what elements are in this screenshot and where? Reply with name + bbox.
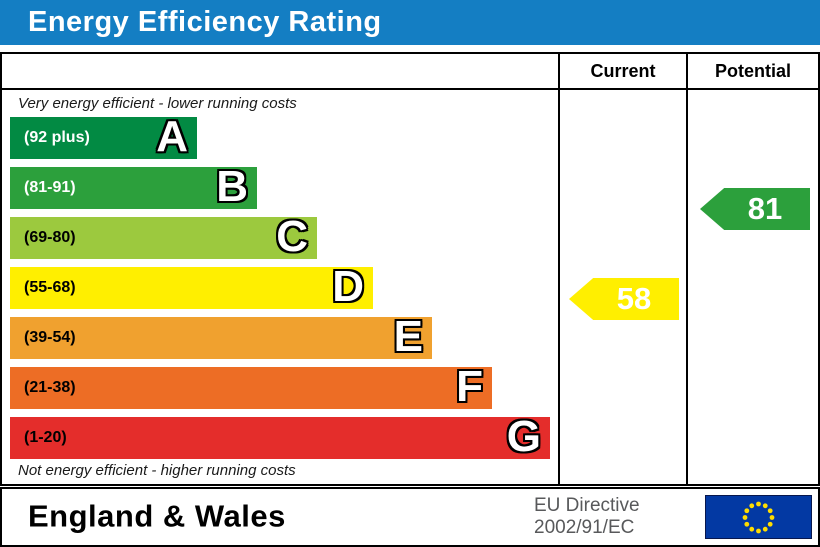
- band-row-g: (1-20) G: [10, 412, 550, 462]
- current-rating-value: 58: [616, 281, 652, 316]
- band-row-b: (81-91) B: [10, 162, 257, 212]
- footer-bar: England & Wales EU Directive 2002/91/EC: [0, 487, 820, 547]
- band-range-label: (39-54): [24, 329, 76, 346]
- band-range-label: (1-20): [24, 429, 67, 446]
- band-letter: G: [506, 412, 541, 462]
- table-body: Very energy efficient - lower running co…: [2, 90, 818, 484]
- band-range-label: (21-38): [24, 379, 76, 396]
- band-range-label: (55-68): [24, 279, 76, 296]
- title-bar: Energy Efficiency Rating: [0, 0, 820, 45]
- potential-rating-value: 81: [747, 191, 783, 226]
- current-column-header: Current: [558, 54, 686, 88]
- eu-flag-stars: [742, 501, 775, 534]
- table-header-row: Current Potential: [2, 54, 818, 90]
- potential-rating-arrow: 81: [700, 188, 810, 230]
- band-letter: E: [393, 312, 423, 362]
- page-title: Energy Efficiency Rating: [28, 6, 382, 38]
- eu-directive-label: EU Directive 2002/91/EC: [534, 495, 640, 539]
- bands-area: Very energy efficient - lower running co…: [2, 90, 558, 484]
- band-range-label: (92 plus): [24, 129, 90, 146]
- band-letter: F: [456, 362, 483, 412]
- rating-table: Current Potential Very energy efficient …: [0, 52, 820, 486]
- eu-directive-line2: 2002/91/EC: [534, 517, 635, 538]
- eu-flag-icon: [705, 495, 812, 539]
- bands-column-header: [2, 54, 558, 88]
- band-letter: C: [276, 212, 308, 262]
- top-note: Very energy efficient - lower running co…: [18, 95, 297, 112]
- potential-column: 81: [686, 90, 818, 484]
- band-row-f: (21-38) F: [10, 362, 492, 412]
- band-range-label: (81-91): [24, 179, 76, 196]
- band-letter: A: [156, 112, 188, 162]
- potential-column-header: Potential: [686, 54, 818, 88]
- band-row-e: (39-54) E: [10, 312, 432, 362]
- current-rating-arrow: 58: [569, 278, 679, 320]
- band-row-a: (92 plus) A: [10, 112, 197, 162]
- band-letter: B: [216, 162, 248, 212]
- current-column: 58: [558, 90, 686, 484]
- band-letter: D: [332, 262, 364, 312]
- band-row-d: (55-68) D: [10, 262, 373, 312]
- band-range-label: (69-80): [24, 229, 76, 246]
- band-row-c: (69-80) C: [10, 212, 317, 262]
- region-label: England & Wales: [28, 498, 286, 534]
- bottom-note: Not energy efficient - higher running co…: [18, 462, 296, 479]
- eu-directive-line1: EU Directive: [534, 495, 640, 516]
